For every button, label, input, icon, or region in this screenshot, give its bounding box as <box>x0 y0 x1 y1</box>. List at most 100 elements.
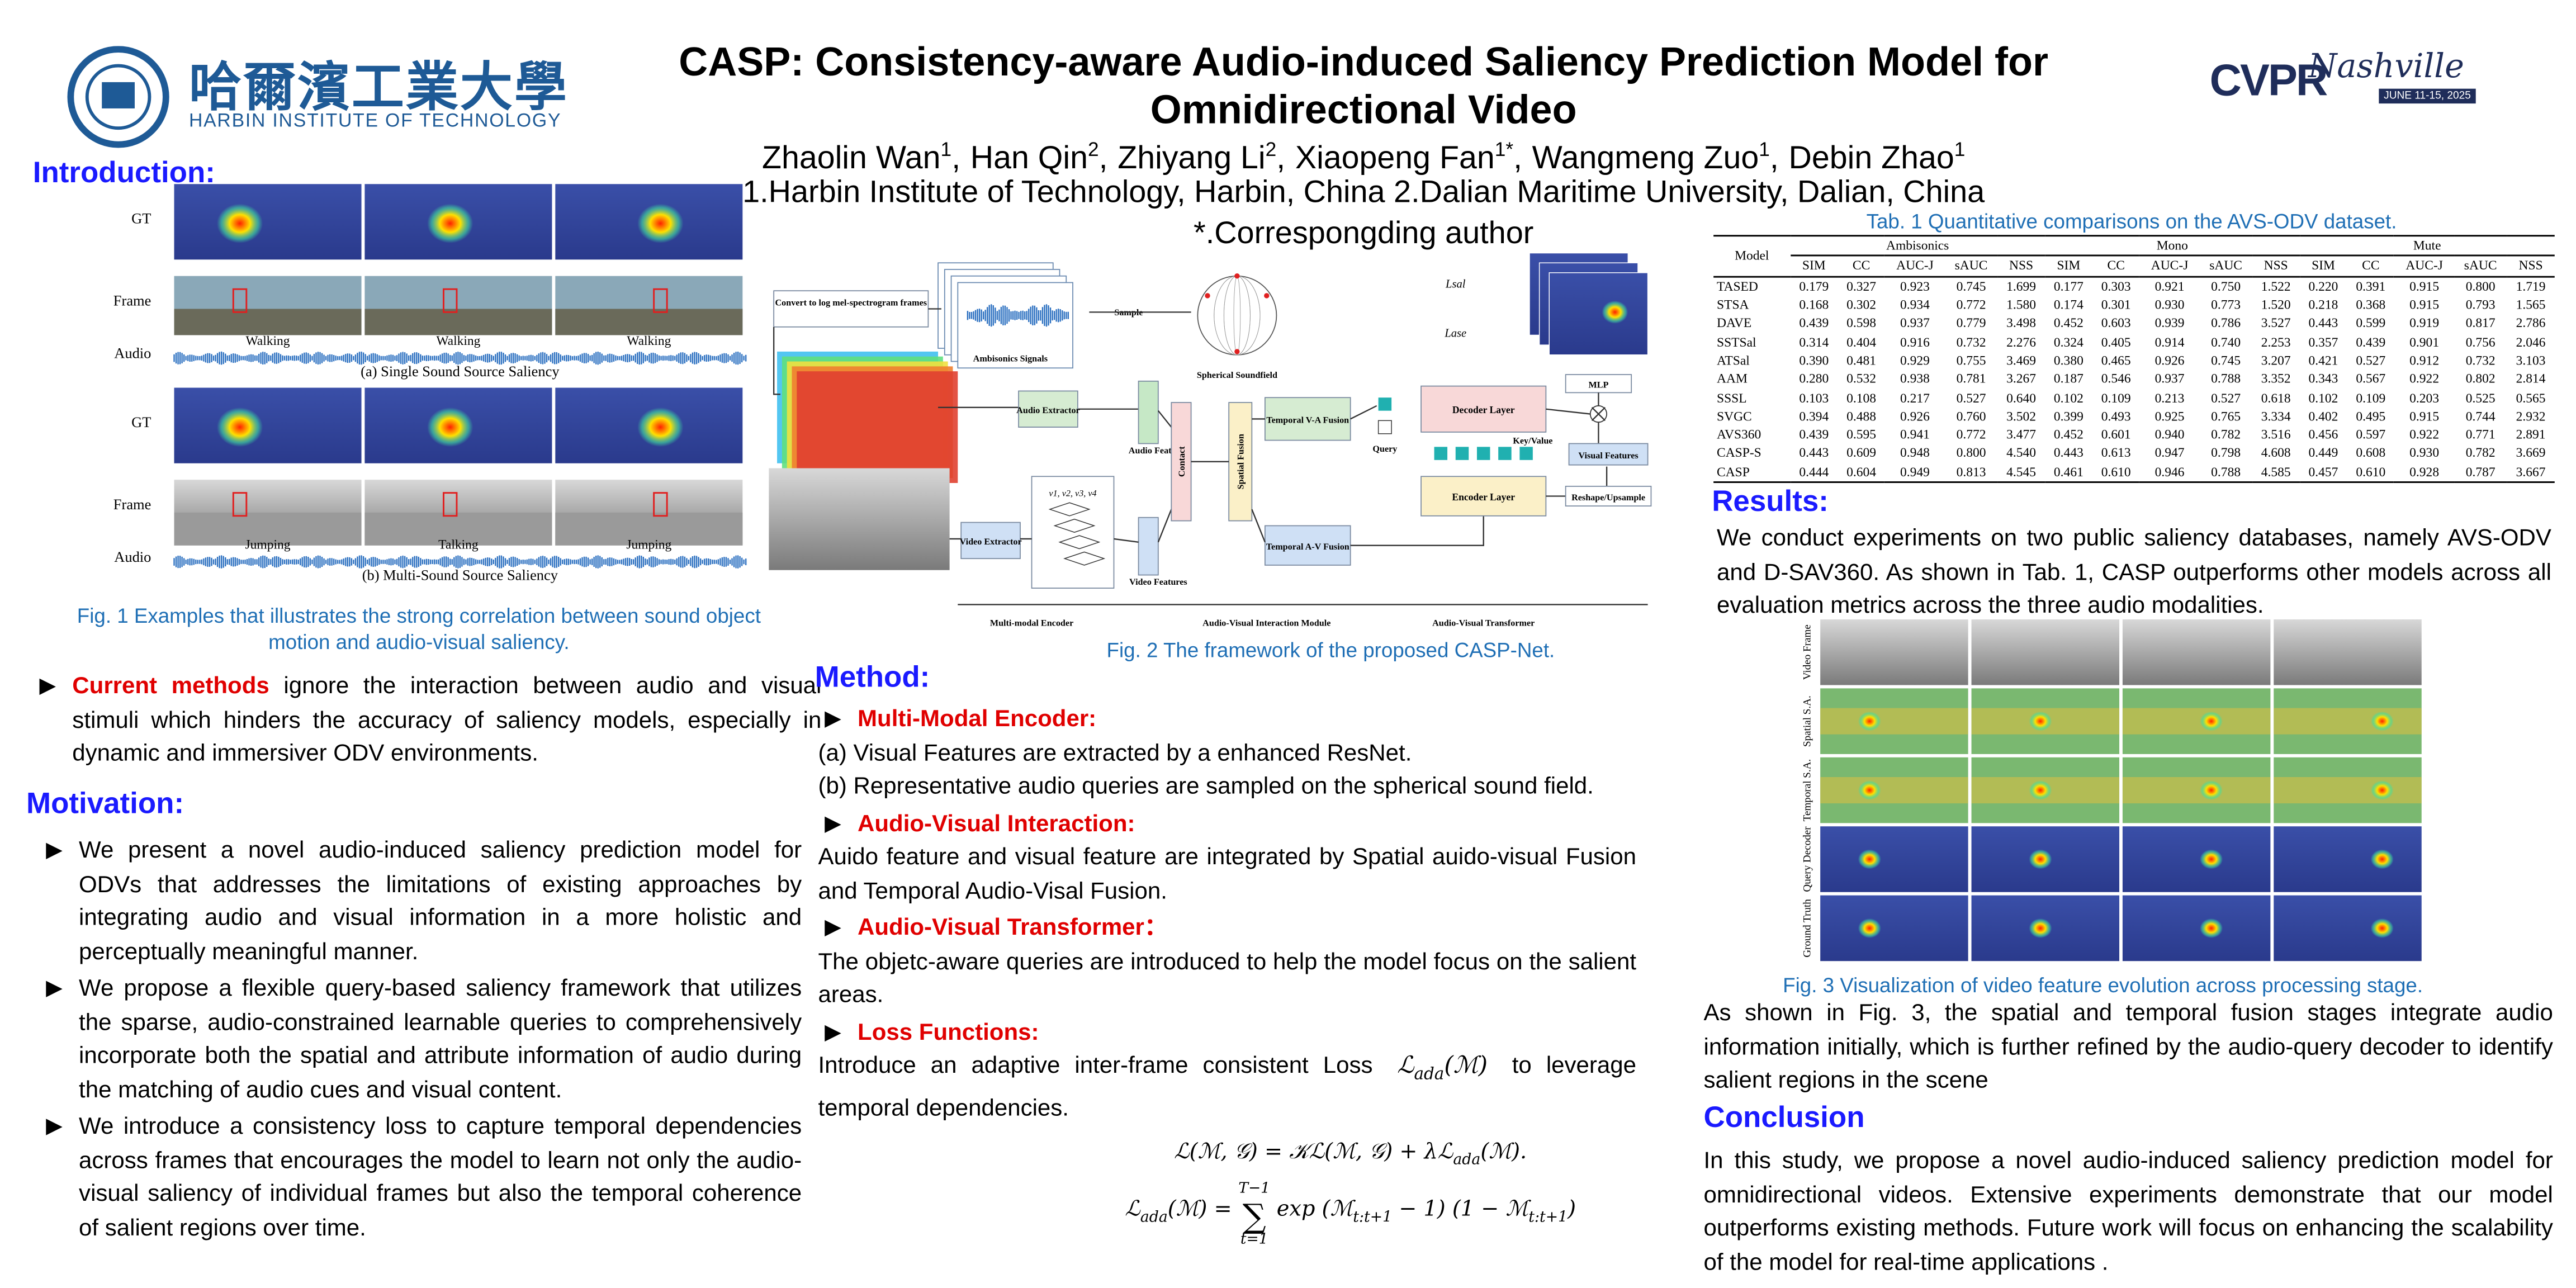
diagram-label: Audio-Visual Transformer <box>1432 619 1535 628</box>
waveform <box>173 555 747 569</box>
metric-header: CC <box>1852 258 1871 274</box>
diagram-box <box>1568 443 1649 466</box>
table-cell: 3.527 <box>2261 316 2291 331</box>
group-header: Mute <box>2299 235 2555 257</box>
hotspot <box>1858 711 1881 731</box>
table-cell: 0.603 <box>2101 316 2131 331</box>
university-en: HARBIN INSTITUTE OF TECHNOLOGY <box>188 111 562 132</box>
hotspot <box>2029 711 2052 731</box>
figure-label: GT <box>131 210 151 227</box>
table-cell: 0.495 <box>2356 409 2386 424</box>
table-cell: 2.932 <box>2516 409 2546 424</box>
frame-ground <box>174 309 362 335</box>
metric-header: sAUC <box>2464 258 2497 274</box>
object-box <box>653 288 668 313</box>
header-row: SIM CC AUC-J sAUC NSS SIM CC AUC-J sAUC NSS SIM CC A… <box>1713 256 2555 276</box>
sum: T−1 ∑ t=1 <box>1238 1181 1270 1250</box>
object-box <box>443 492 458 517</box>
table-cell: 0.598 <box>1846 316 1877 331</box>
author-affiliation: 2 <box>1088 138 1099 162</box>
table-row: ATSal 0.390 0.481 0.929 0.755 3.469 0.380 0.465… <box>1713 351 2555 370</box>
table-cell: 3.669 <box>2516 446 2546 461</box>
diagram-label: Video Features <box>1129 577 1187 587</box>
heat-band <box>2274 777 2422 804</box>
stage-map <box>2122 619 2271 685</box>
table-cell: 0.108 <box>1846 390 1877 405</box>
method-text: Auido feature and visual feature are int… <box>818 844 1637 905</box>
table-cell: 0.817 <box>2465 316 2496 331</box>
table-cell: 0.102 <box>2308 390 2338 405</box>
bullet: We propose a flexible query-based salien… <box>40 973 802 1107</box>
frame-ground <box>174 512 362 546</box>
university-cn: 哈爾濱工業大學 <box>188 55 569 119</box>
table-cell: 0.601 <box>2101 427 2131 442</box>
arrow <box>949 410 1172 543</box>
table-cell: 0.439 <box>1799 316 1829 331</box>
table-cell: 1.565 <box>2516 297 2546 312</box>
model-cell: SVGC <box>1717 409 1752 424</box>
table-cell: 0.177 <box>2053 278 2083 294</box>
metric-header: AUC-J <box>1896 258 1934 274</box>
table-cell: 0.481 <box>1846 353 1877 368</box>
poster-title: CASP: Consistency-aware Audio-induced Sa… <box>679 41 2049 134</box>
metric-header: NSS <box>2009 258 2034 274</box>
table-cell: 0.946 <box>2154 464 2185 480</box>
bullet-text: ignore the interaction between audio and… <box>72 673 822 768</box>
math-part: (ℳ) <box>1444 1053 1488 1079</box>
object-box <box>653 492 668 517</box>
arrow <box>1191 405 1484 546</box>
diagram-box <box>1420 385 1547 433</box>
figure-label: Talking <box>438 538 479 552</box>
author-name: Wangmeng Zuo <box>1532 140 1759 177</box>
figure-label: Frame <box>113 496 151 513</box>
results-table: Model Ambisonics Mono Mute SIM CC AUC-J sAUC NSS… <box>1713 235 2555 482</box>
table-cell: 4.540 <box>2006 446 2037 461</box>
sum-upper: T−1 <box>1238 1181 1271 1198</box>
table-cell: 0.916 <box>1900 334 1930 349</box>
object-box <box>443 288 458 313</box>
table-cell: 0.218 <box>2308 297 2338 312</box>
table-cell: 0.934 <box>1900 297 1930 312</box>
frame-ground <box>364 512 552 546</box>
hotspot <box>1858 849 1881 869</box>
figure-label: Audio <box>114 345 151 362</box>
header-row: Model Ambisonics Mono Mute <box>1713 235 2555 263</box>
table-cell: 1.522 <box>2261 278 2291 294</box>
cvpr-dates: JUNE 11-15, 2025 <box>2379 88 2476 104</box>
table-cell: 2.046 <box>2516 334 2546 349</box>
key-value <box>1434 447 1448 460</box>
section-heading: Conclusion <box>1703 1100 1865 1134</box>
hotspot <box>2200 780 2223 801</box>
frame-ground <box>555 512 743 546</box>
stage-map <box>2274 826 2422 892</box>
key-value <box>1455 447 1469 460</box>
table-cell: 0.449 <box>2308 446 2338 461</box>
table-cell: 0.174 <box>2053 297 2083 312</box>
formula-lhs: ℒada(ℳ) = <box>1125 1195 1232 1237</box>
hotspot <box>216 407 263 447</box>
diagram-label: Key/Value <box>1513 436 1552 446</box>
hotspot <box>1858 780 1881 801</box>
hotspot <box>427 407 473 447</box>
table-cell: 0.527 <box>2356 353 2386 368</box>
diagram-box <box>1264 525 1351 566</box>
query <box>1377 420 1392 434</box>
text: to leverage temporal dependencies. <box>818 1053 1637 1123</box>
table-cell: 0.301 <box>2101 297 2131 312</box>
math-part: (ℳ). <box>1480 1140 1527 1165</box>
figure-label: Walking <box>627 334 671 348</box>
table-cell: 0.203 <box>2409 390 2440 405</box>
diagram-box <box>1031 476 1115 589</box>
figure-label: Audio <box>114 548 151 565</box>
table-cell: 0.773 <box>2211 297 2241 312</box>
feature-layer <box>1058 535 1101 550</box>
paragraph: As shown in Fig. 3, the spatial and temp… <box>1703 1000 2553 1095</box>
author-affiliation: 1 <box>1759 138 1770 162</box>
stage-map <box>2122 895 2271 962</box>
table-cell: 0.324 <box>2053 334 2083 349</box>
hotspot <box>2029 849 2052 869</box>
inline-formula: ℒada(ℳ) <box>1397 1053 1488 1084</box>
table-cell: 0.912 <box>2409 353 2440 368</box>
model-cell: CASP <box>1717 464 1750 480</box>
table-row: CASP 0.444 0.604 0.949 0.813 4.545 0.461 0.610 0… <box>1713 462 2555 482</box>
